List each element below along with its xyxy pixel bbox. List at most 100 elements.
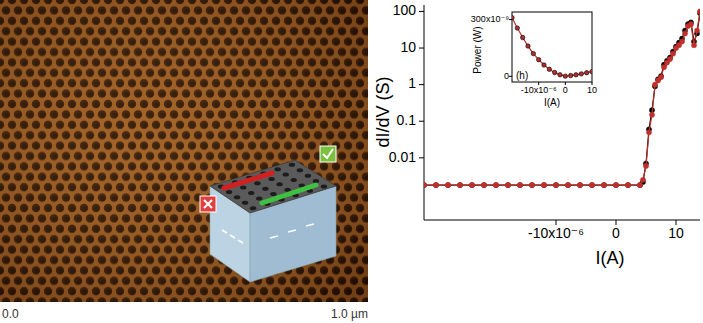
pore [240, 186, 246, 190]
series-marker [637, 182, 642, 187]
x-axis-label: I(A) [596, 248, 625, 268]
series-marker [649, 112, 654, 117]
series-marker [529, 182, 534, 187]
series-marker [433, 182, 438, 187]
series-marker [565, 182, 570, 187]
series-marker [457, 182, 462, 187]
x-tick-label: 0 [563, 85, 568, 95]
series-marker [469, 182, 474, 187]
x-tick-label: -10x10⁻⁶ [528, 225, 584, 241]
y-tick-label: 0 [504, 71, 509, 81]
schematic [200, 146, 336, 282]
pore [313, 179, 319, 183]
series-marker [589, 182, 594, 187]
series-marker [445, 182, 450, 187]
x-tick-label: 0 [612, 225, 620, 241]
dash [222, 230, 227, 233]
plot-frame [512, 12, 592, 82]
series-marker [679, 39, 684, 44]
series-marker [457, 182, 462, 187]
series-marker [589, 182, 594, 187]
series-marker [536, 57, 540, 61]
series-marker [505, 182, 510, 187]
series-marker [694, 28, 699, 33]
series-marker [505, 182, 510, 187]
figure: 0.0 1.0 µm -10x10⁻⁶ 0 10 0.01 0.1 1 10 100 I(A) dI/… [0, 0, 703, 323]
dash [230, 235, 235, 238]
series-marker [646, 130, 651, 135]
pore [289, 163, 295, 167]
red-path [224, 173, 272, 188]
y-tick [419, 157, 424, 158]
series-marker [531, 51, 535, 55]
y-tick-label: 0.1 [397, 112, 417, 128]
pore [276, 182, 282, 186]
y-tick [419, 84, 424, 85]
scale-start: 0.0 [2, 307, 19, 321]
dash [238, 240, 243, 243]
pore [242, 201, 248, 205]
series-marker [584, 71, 588, 75]
series-marker [517, 182, 522, 187]
pore [321, 184, 327, 188]
y-tick-label: 1 [408, 75, 416, 91]
series-marker [601, 182, 606, 187]
series-marker [637, 182, 642, 187]
data-area [512, 15, 592, 78]
x-tick-label: 10 [587, 85, 597, 95]
series-marker [424, 182, 427, 187]
main-chart: -10x10⁻⁶ 0 10 0.01 0.1 1 10 100 I(A) dI/dV (S) [373, 2, 703, 268]
side-right [250, 186, 336, 282]
pore [305, 174, 311, 178]
pore [254, 181, 260, 185]
series-marker [563, 74, 567, 78]
y-tick [419, 11, 424, 12]
pore [275, 167, 281, 171]
dash [306, 224, 314, 226]
series-marker [658, 74, 663, 79]
x-axis [424, 220, 700, 221]
y-axis-label: Power (W) [472, 26, 483, 73]
series-marker [547, 67, 551, 71]
pore [226, 190, 232, 194]
series-marker [526, 44, 530, 48]
series-marker [553, 182, 558, 187]
scale-end: 1.0 µm [331, 307, 368, 321]
y-tick [419, 48, 424, 49]
panel-label: (h) [516, 70, 528, 81]
pore [248, 191, 254, 195]
pore [297, 168, 303, 172]
y-tick [419, 121, 424, 122]
series-marker [512, 15, 514, 19]
series-marker [667, 56, 672, 61]
series-marker [481, 182, 486, 187]
check-box [320, 146, 336, 162]
series-marker [697, 9, 700, 14]
y-axis-label: dI/dV (S) [373, 76, 393, 147]
series-marker [520, 35, 524, 39]
inset-background [464, 4, 598, 110]
series-marker [517, 182, 522, 187]
green-path [262, 185, 316, 203]
series-marker [613, 182, 618, 187]
x-tick-label: 10 [668, 225, 684, 241]
series-marker [613, 182, 618, 187]
pore [256, 196, 262, 200]
dash [288, 230, 296, 232]
pore [291, 178, 297, 182]
series-marker [658, 75, 663, 80]
series-marker [643, 163, 648, 168]
series-marker [640, 177, 645, 182]
top-face [210, 160, 336, 213]
series-marker [481, 182, 486, 187]
series-marker [553, 182, 558, 187]
series-marker [542, 63, 546, 67]
afm-image [0, 0, 368, 302]
series-marker [590, 69, 592, 73]
series-marker [688, 22, 693, 27]
series-marker [558, 73, 562, 77]
series-marker [682, 31, 687, 36]
y-tick-label: 0.01 [389, 149, 416, 165]
y-tick-label: 100 [393, 2, 417, 18]
y-tick [509, 19, 512, 20]
